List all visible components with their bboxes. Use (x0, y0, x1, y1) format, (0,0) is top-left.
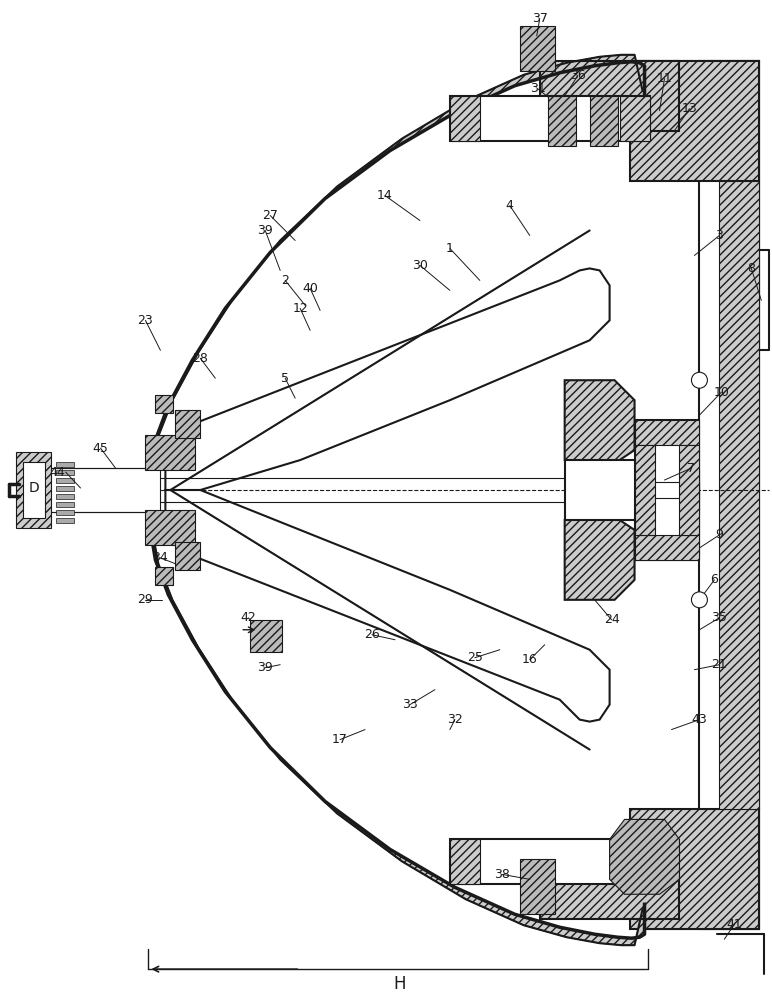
Polygon shape (564, 520, 635, 600)
Bar (600, 470, 699, 510)
Text: 1: 1 (446, 242, 454, 255)
Text: 17: 17 (332, 733, 348, 746)
Bar (450, 839, 480, 884)
Text: 5: 5 (281, 372, 290, 385)
Text: 32: 32 (447, 713, 462, 726)
Polygon shape (564, 380, 635, 460)
Bar (600, 482, 699, 498)
Text: 44: 44 (50, 466, 66, 479)
Bar (635, 445, 655, 535)
Bar (699, 61, 760, 929)
Bar (15, 452, 51, 528)
Bar (679, 445, 699, 535)
Bar (450, 96, 480, 141)
Text: 6: 6 (710, 573, 718, 586)
Text: 25: 25 (467, 651, 482, 664)
Text: 38: 38 (494, 868, 510, 881)
Text: 2: 2 (281, 274, 290, 287)
Polygon shape (151, 55, 645, 490)
Bar (56, 518, 73, 523)
Bar (590, 96, 618, 146)
Text: 4: 4 (506, 199, 513, 212)
Text: 39: 39 (257, 224, 273, 237)
Bar (31, 468, 161, 512)
Text: D: D (29, 481, 39, 495)
Text: 34: 34 (153, 551, 168, 564)
Bar (635, 420, 699, 560)
Bar (175, 542, 201, 570)
Bar (175, 410, 201, 438)
Text: H: H (394, 975, 406, 993)
Text: 33: 33 (402, 698, 418, 711)
Bar (629, 61, 760, 929)
Bar (22, 462, 45, 518)
Text: 23: 23 (137, 314, 154, 327)
Text: 12: 12 (293, 302, 308, 315)
Text: 26: 26 (364, 628, 380, 641)
Polygon shape (151, 510, 645, 945)
Text: 39: 39 (257, 661, 273, 674)
Bar (620, 96, 649, 141)
Bar (450, 839, 649, 884)
Text: 41: 41 (726, 918, 742, 931)
Text: 35: 35 (712, 611, 727, 624)
Text: 28: 28 (192, 352, 208, 365)
Text: 40: 40 (302, 282, 318, 295)
Bar (564, 460, 635, 520)
Polygon shape (610, 819, 679, 894)
Text: 42: 42 (240, 611, 256, 624)
Bar (145, 510, 195, 545)
Text: 14: 14 (378, 189, 393, 202)
Text: 21: 21 (712, 658, 727, 671)
Text: 13: 13 (682, 102, 697, 115)
Bar (250, 620, 283, 652)
Circle shape (692, 592, 707, 608)
Bar (547, 96, 576, 146)
Circle shape (692, 372, 707, 388)
Text: 45: 45 (93, 442, 108, 455)
Bar (155, 567, 174, 585)
Bar (620, 839, 649, 884)
Bar (629, 61, 760, 181)
Text: 27: 27 (262, 209, 278, 222)
Bar (56, 486, 73, 491)
Text: 7: 7 (687, 462, 696, 475)
Bar (629, 809, 760, 929)
Text: 30: 30 (412, 259, 428, 272)
Text: 24: 24 (604, 613, 619, 626)
Text: 43: 43 (692, 713, 707, 726)
Text: 37: 37 (532, 12, 547, 25)
Polygon shape (151, 55, 642, 945)
Bar (56, 470, 73, 475)
Text: 29: 29 (137, 593, 154, 606)
Bar (635, 535, 699, 560)
Bar (450, 96, 649, 141)
Polygon shape (540, 849, 679, 919)
Bar (155, 395, 174, 413)
Text: 10: 10 (713, 386, 730, 399)
Bar (56, 478, 73, 483)
Bar (145, 435, 195, 470)
Text: 11: 11 (657, 72, 672, 85)
Bar (56, 462, 73, 467)
Polygon shape (165, 268, 610, 490)
Bar (56, 502, 73, 507)
Text: 16: 16 (522, 653, 537, 666)
Bar (56, 494, 73, 499)
Text: 31: 31 (530, 82, 546, 95)
Polygon shape (540, 61, 679, 131)
Text: 36: 36 (570, 69, 585, 82)
Text: 3: 3 (716, 229, 723, 242)
Bar (56, 510, 73, 515)
Bar (720, 181, 760, 809)
Bar (520, 859, 555, 914)
Text: 9: 9 (716, 528, 723, 541)
Polygon shape (165, 490, 610, 722)
Bar (635, 420, 699, 445)
Bar (520, 26, 555, 71)
Text: 8: 8 (747, 262, 755, 275)
